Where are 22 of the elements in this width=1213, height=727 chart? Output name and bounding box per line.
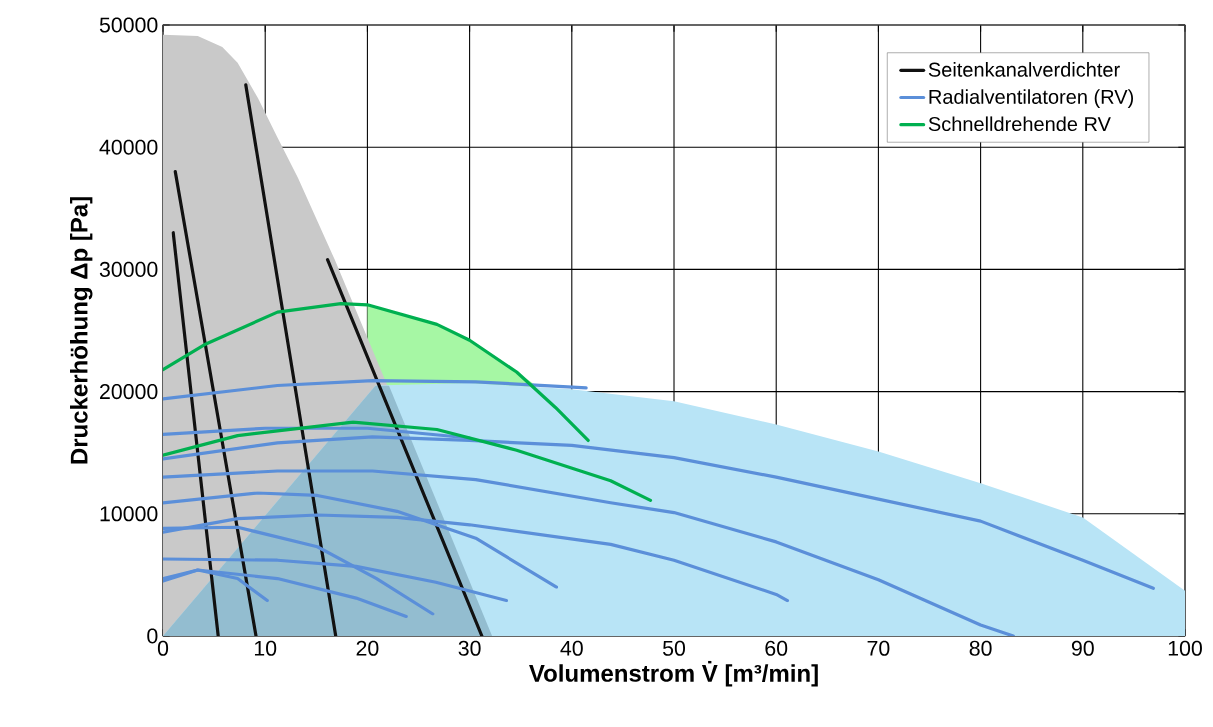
y-axis-title: Druckerhöhung Δp [Pa]: [70, 197, 93, 464]
x-tick-label: 0: [157, 640, 169, 656]
y-tick-label: 40000: [99, 139, 158, 155]
x-tick-label: 50: [663, 640, 686, 656]
x-tick-label: 30: [458, 640, 481, 656]
x-tick-label: 90: [1071, 640, 1094, 656]
y-tick-label: 20000: [100, 384, 158, 400]
y-tick-label: 0: [147, 628, 158, 644]
y-tick-label: 30000: [99, 261, 158, 277]
legend-label: Radialventilatoren (RV): [929, 89, 1134, 108]
x-tick-label: 70: [867, 640, 890, 656]
x-tick-label: 40: [560, 640, 583, 656]
legend-label: Seitenkanalverdichter: [928, 62, 1120, 77]
y-tick-label: 50000: [99, 17, 158, 33]
x-tick-label: 20: [356, 640, 379, 656]
x-tick-label: 80: [969, 640, 992, 656]
x-axis-title: Volumenstrom V̇ [m³/min]: [529, 660, 818, 687]
x-tick-label: 10: [254, 640, 277, 656]
x-tick-label: 60: [765, 640, 788, 656]
x-tick-label: 100: [1168, 640, 1202, 656]
y-tick-label: 10000: [100, 506, 158, 522]
legend-label: Schnelldrehende RV: [928, 116, 1111, 132]
